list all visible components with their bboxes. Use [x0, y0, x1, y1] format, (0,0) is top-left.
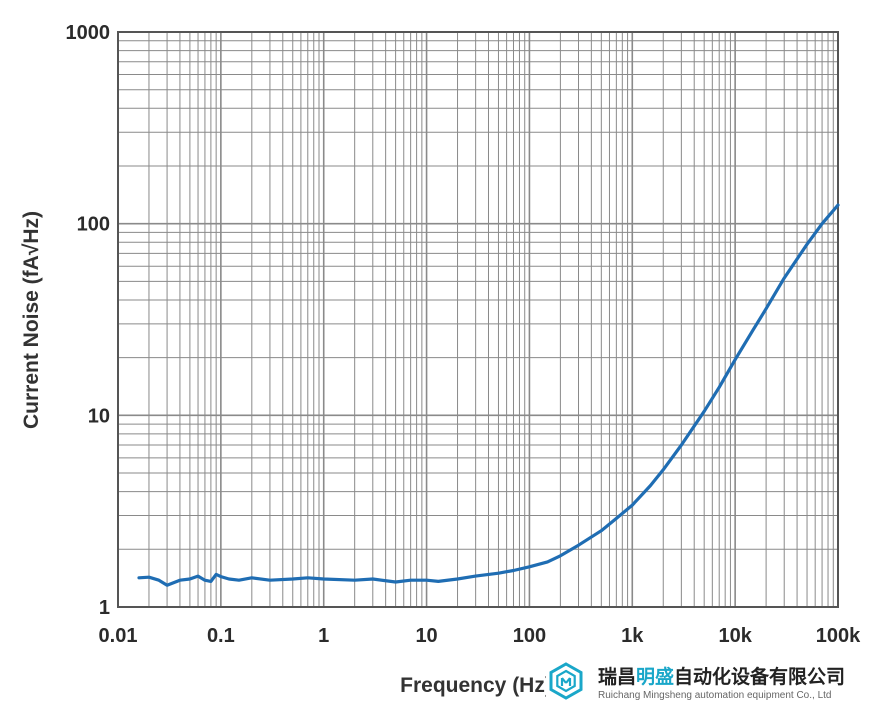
watermark-backdrop: [546, 656, 877, 705]
watermark-cn-part2: 明盛: [636, 665, 674, 688]
x-tick-label: 100k: [816, 625, 861, 647]
y-tick-label: 1: [99, 597, 110, 619]
y-axis-title: Current Noise (fA√Hz): [20, 211, 43, 429]
watermark-company-name-en: Ruichang Mingsheng automation equipment …: [598, 690, 831, 701]
x-tick-labels: 0.01 0.1 1 10 100 1k 10k 100k: [99, 625, 862, 647]
y-tick-label: 1000: [66, 22, 111, 44]
y-tick-label: 100: [77, 214, 110, 236]
grid-layer: [117, 32, 838, 608]
series-layer: [137, 203, 840, 587]
y-tick-labels: 1 10 100 1000: [66, 22, 111, 619]
x-tick-label: 10: [415, 625, 437, 647]
x-tick-label: 0.1: [207, 625, 235, 647]
x-tick-label: 1k: [621, 625, 644, 647]
x-tick-label: 10k: [718, 625, 752, 647]
watermark-cn-part1: 瑞昌: [598, 665, 636, 688]
x-axis-title: Frequency (Hz): [400, 674, 552, 697]
x-tick-label: 1: [318, 625, 329, 647]
hexagon-logo-icon: [549, 662, 583, 700]
watermark-company-name: 瑞昌明盛自动化设备有限公司: [598, 665, 845, 688]
watermark-cn-part3: 自动化设备有限公司: [674, 665, 845, 688]
plot-frame: [117, 31, 839, 608]
x-tick-label: 0.01: [99, 625, 138, 647]
x-tick-label: 100: [513, 625, 546, 647]
watermark: 瑞昌明盛自动化设备有限公司 Ruichang Mingsheng automat…: [546, 656, 877, 705]
y-tick-label: 10: [88, 405, 110, 427]
noise-series-line: [137, 203, 840, 587]
